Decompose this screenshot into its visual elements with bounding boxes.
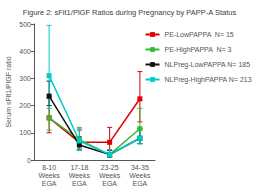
svg-text:Figure 2: sFlt1/PlGF Ratios du: Figure 2: sFlt1/PlGF Ratios during Pregn…	[23, 8, 237, 17]
svg-text:EGA: EGA	[132, 180, 147, 187]
svg-text:100: 100	[19, 129, 31, 136]
svg-text:Weeks: Weeks	[129, 172, 151, 179]
svg-text:8-10: 8-10	[42, 164, 56, 171]
svg-text:17-18: 17-18	[70, 164, 88, 171]
svg-text:PE-HighPAPPA N= 3: PE-HighPAPPA N= 3	[165, 46, 232, 54]
svg-text:400: 400	[19, 48, 31, 55]
svg-text:NLPreg-HighPAPPA N= 213: NLPreg-HighPAPPA N= 213	[165, 76, 252, 84]
svg-text:34-35: 34-35	[131, 164, 149, 171]
svg-text:Weeks: Weeks	[38, 172, 60, 179]
svg-text:NLPreg-LowPAPPA N= 185: NLPreg-LowPAPPA N= 185	[165, 61, 251, 69]
svg-text:300: 300	[19, 75, 31, 82]
svg-text:23-25: 23-25	[101, 164, 119, 171]
svg-text:Weeks: Weeks	[69, 172, 91, 179]
svg-text:Serum sFlt1/PlGF ratio: Serum sFlt1/PlGF ratio	[5, 56, 12, 127]
svg-text:500: 500	[19, 21, 31, 28]
svg-text:EGA: EGA	[42, 180, 57, 187]
svg-text:Weeks: Weeks	[99, 172, 121, 179]
svg-text:EGA: EGA	[102, 180, 117, 187]
svg-text:0: 0	[27, 157, 31, 164]
svg-text:200: 200	[19, 102, 31, 109]
svg-text:EGA: EGA	[72, 180, 87, 187]
svg-text:PE-LowPAPPA N= 15: PE-LowPAPPA N= 15	[165, 31, 234, 38]
